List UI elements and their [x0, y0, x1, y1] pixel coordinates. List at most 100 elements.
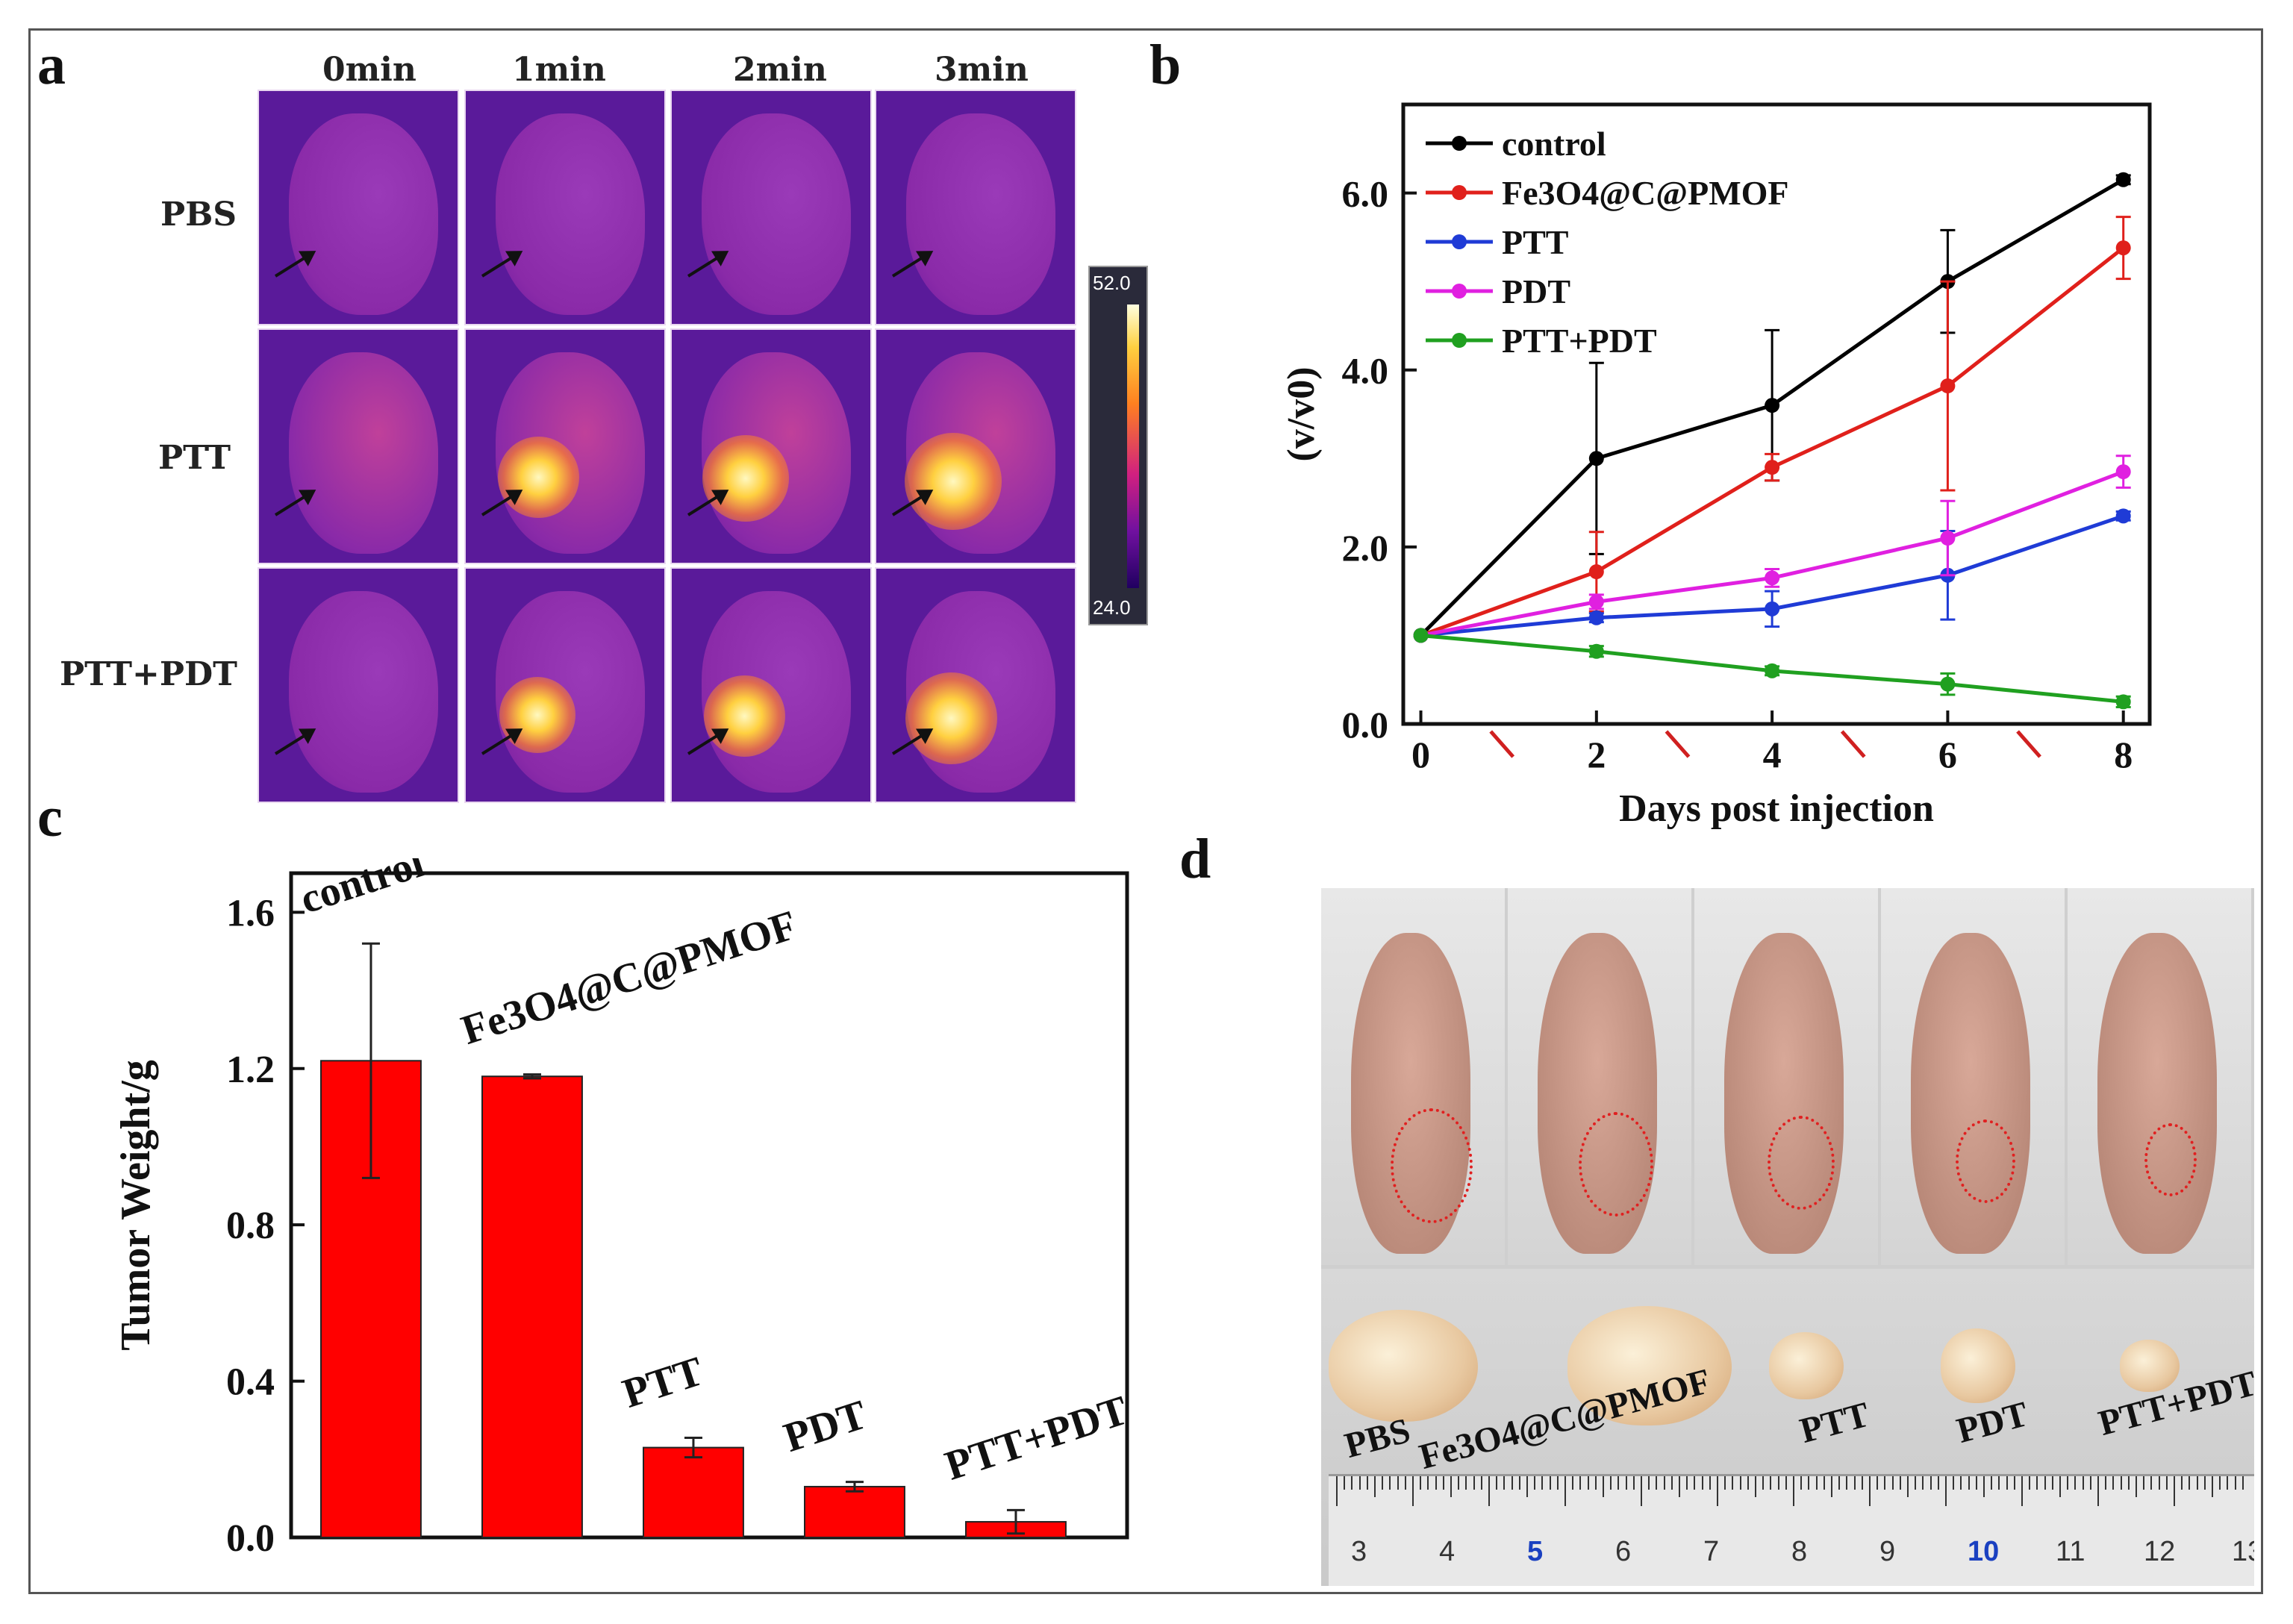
thermal-image-ptt-pdt-1min [464, 567, 666, 803]
ruler-tick [1435, 1476, 1437, 1490]
ruler-tick [1724, 1476, 1726, 1490]
ruler-tick [1747, 1476, 1749, 1490]
ruler-tick [2120, 1476, 2122, 1490]
ruler-tick [1564, 1476, 1566, 1506]
ruler-tick [2227, 1476, 2229, 1490]
ruler-tick [1442, 1476, 1444, 1490]
thermal-image-ptt-pdt-3min [875, 567, 1076, 803]
ruler-tick [1937, 1476, 1939, 1490]
ruler-number: 8 [1791, 1536, 1808, 1567]
ruler-tick [1762, 1476, 1765, 1490]
ruler-tick [2241, 1476, 2244, 1490]
bar-PDT [804, 1485, 905, 1538]
ruler-tick [2143, 1476, 2145, 1490]
ruler-tick [2189, 1476, 2191, 1490]
ruler-tick [1389, 1476, 1391, 1490]
y-tick-label: 1.2 [226, 1049, 275, 1091]
data-point [1765, 601, 1780, 616]
ruler-tick [1579, 1476, 1582, 1490]
ruler-tick [1755, 1476, 1756, 1497]
ruler-tick [2127, 1476, 2130, 1490]
mouse-silhouette [906, 113, 1055, 315]
panel-letter-d: d [1179, 828, 1211, 890]
ruler-tick [2174, 1476, 2175, 1506]
ruler-number: 4 [1439, 1536, 1456, 1567]
ruler-tick [1800, 1476, 1803, 1490]
mouse-photo [1881, 888, 2065, 1265]
ruler-tick [1572, 1476, 1574, 1490]
ruler-tick [1603, 1476, 1604, 1497]
column-label-0min: 0min [322, 51, 417, 89]
ruler-tick [2219, 1476, 2221, 1490]
ruler-tick [2059, 1476, 2061, 1497]
mouse-photo [1321, 888, 1505, 1265]
ruler-tick [1846, 1476, 1848, 1490]
ruler-number: 5 [1527, 1536, 1544, 1567]
ruler-tick [2181, 1476, 2183, 1490]
data-point [2115, 508, 2131, 524]
ruler-tick [1503, 1476, 1506, 1490]
ruler-tick [1648, 1476, 1650, 1490]
ruler-tick [1397, 1476, 1399, 1490]
mouse-silhouette [702, 113, 851, 315]
ruler-number: 3 [1351, 1536, 1367, 1567]
hot-spot [904, 432, 1002, 530]
ruler-tick [1907, 1476, 1909, 1497]
ruler-tick [1884, 1476, 1886, 1490]
data-point [2115, 694, 2131, 710]
ruler-tick [1450, 1476, 1452, 1497]
ruler-tick [1480, 1476, 1482, 1490]
ruler-tick [2051, 1476, 2053, 1490]
y-tick-label: 2.0 [1342, 527, 1389, 569]
ruler-tick [2212, 1476, 2213, 1497]
data-point [1765, 663, 1780, 678]
ruler-tick [1594, 1476, 1597, 1490]
tumor-circle-marker [1767, 1116, 1835, 1210]
ruler-tick [1929, 1476, 1932, 1490]
ruler-tick [2074, 1476, 2077, 1490]
ruler-tick [2234, 1476, 2236, 1490]
mouse-body [1911, 933, 2030, 1254]
ruler-tick [1991, 1476, 1993, 1490]
ruler-tick [1998, 1476, 2000, 1490]
y-tick-label: 0.4 [226, 1361, 275, 1404]
ruler-number: 13 [2232, 1536, 2254, 1567]
data-point [1765, 460, 1780, 475]
hot-spot [702, 435, 789, 522]
ruler-tick [1534, 1476, 1536, 1490]
injection-arrow-icon [1665, 730, 1691, 758]
data-point [1413, 628, 1429, 643]
ruler-tick [1358, 1476, 1361, 1490]
y-tick-label: 4.0 [1342, 350, 1389, 392]
legend-marker [1452, 333, 1467, 348]
ruler-tick [1899, 1476, 1901, 1490]
ruler-tick [2082, 1476, 2084, 1490]
column-label-1min: 1min [512, 51, 606, 89]
ruler-tick [1625, 1476, 1627, 1490]
ruler-tick [1945, 1476, 1947, 1506]
ruler-tick [1473, 1476, 1475, 1490]
ruler-tick [1549, 1476, 1551, 1490]
colorbar-min-label: 24.0 [1093, 596, 1131, 619]
data-point [1588, 564, 1604, 580]
ruler-tick [1351, 1476, 1353, 1490]
mouse-photo [1508, 888, 1691, 1265]
mouse-photo [1694, 888, 1878, 1265]
ruler-tick [1458, 1476, 1460, 1490]
excised-tumor [1329, 1310, 1478, 1422]
ruler-number: 11 [2056, 1536, 2085, 1567]
ruler-tick [1975, 1476, 1977, 1490]
thermal-image-ptt-0min [258, 328, 459, 564]
ruler-tick [1641, 1476, 1642, 1506]
legend-marker [1452, 185, 1467, 200]
thermal-image-pbs-3min [875, 90, 1076, 325]
column-label-3min: 3min [935, 51, 1029, 89]
thermal-image-ptt-2min [670, 328, 872, 564]
thermal-image-ptt-3min [875, 328, 1076, 564]
ruler-tick [1496, 1476, 1498, 1490]
ruler-tick [1701, 1476, 1703, 1490]
thermal-image-pbs-1min [464, 90, 666, 325]
ruler-tick [1717, 1476, 1718, 1506]
y-tick-label: 6.0 [1342, 173, 1389, 215]
x-tick-label: 2 [1587, 734, 1606, 775]
